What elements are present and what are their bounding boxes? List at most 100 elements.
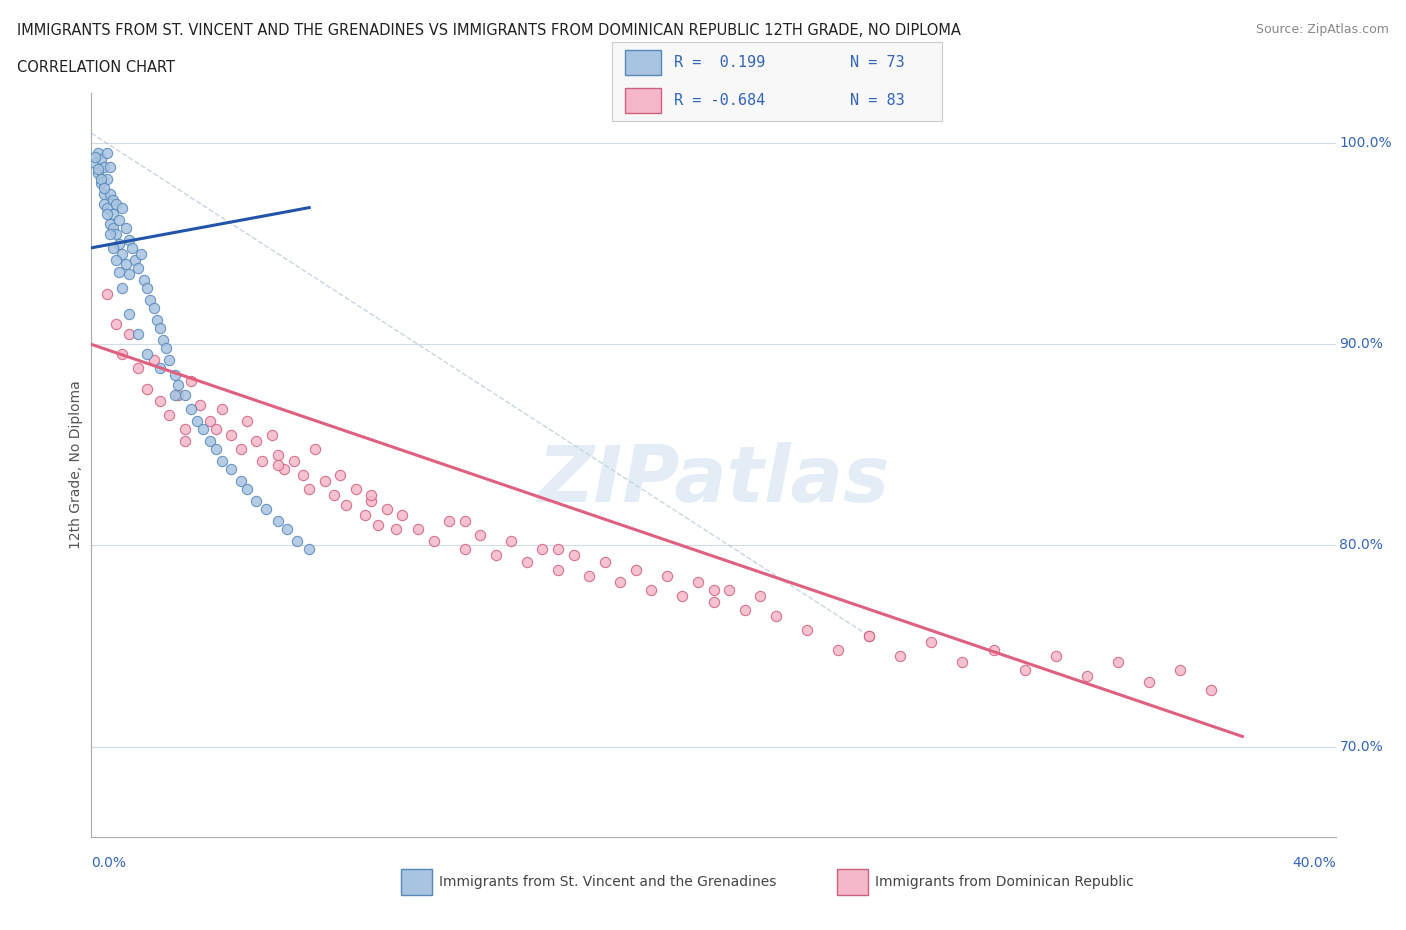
Text: Immigrants from Dominican Republic: Immigrants from Dominican Republic [875,874,1133,889]
Point [671,589,693,604]
Point [229,473,252,488]
Point [205,442,228,457]
Point [134,272,156,287]
Point [702,594,725,609]
Point [105,317,128,332]
Point [254,502,277,517]
Point [640,582,662,597]
Point [291,468,314,483]
Point [149,321,172,336]
Point [127,260,149,275]
Point [858,629,880,644]
Point [335,498,357,512]
Point [245,494,267,509]
Text: N = 83: N = 83 [849,93,904,108]
Point [96,286,118,301]
Point [485,548,508,563]
Point [124,252,146,267]
Point [211,454,233,469]
Point [165,367,187,382]
Point [167,387,190,402]
Point [983,643,1005,658]
Point [1201,683,1223,698]
Point [118,307,141,322]
Point [152,333,174,348]
Text: ZIPatlas: ZIPatlas [537,442,890,518]
Point [101,193,124,207]
Text: 100.0%: 100.0% [1340,137,1392,151]
Point [686,574,709,589]
Point [127,326,149,341]
Point [211,401,233,416]
Point [298,482,321,497]
Point [108,212,131,227]
Point [283,454,305,469]
Point [83,156,105,171]
Point [121,240,143,255]
Point [1045,648,1067,663]
Point [276,522,298,537]
Point [323,487,346,502]
Point [90,152,112,166]
Point [93,180,115,195]
Point [547,562,569,577]
Point [229,442,252,457]
Point [547,542,569,557]
Point [360,494,382,509]
Point [108,264,131,279]
Point [470,528,492,543]
Point [90,176,112,191]
Point [298,542,321,557]
Point [593,554,616,569]
Point [858,629,880,644]
Point [501,534,523,549]
Point [173,421,195,436]
Point [1137,675,1160,690]
Point [86,162,108,177]
Point [98,186,121,201]
Text: N = 73: N = 73 [849,55,904,70]
Point [101,220,124,235]
Point [422,534,444,549]
Point [165,387,187,402]
Point [136,381,159,396]
Point [827,643,849,658]
Point [267,514,290,529]
Point [136,281,159,296]
Point [198,413,221,428]
Point [221,461,243,476]
Point [950,655,973,670]
Point [93,186,115,201]
Point [1168,663,1191,678]
Point [149,361,172,376]
Point [167,378,190,392]
Point [105,226,128,241]
Point [142,300,165,315]
Point [86,166,108,180]
Point [236,482,259,497]
Point [118,326,141,341]
Point [188,397,211,412]
Point [236,413,259,428]
Text: R =  0.199: R = 0.199 [675,55,766,70]
Point [578,568,600,583]
Text: 0.0%: 0.0% [91,856,127,870]
Point [93,160,115,175]
Point [273,461,295,476]
Point [198,433,221,448]
Text: R = -0.684: R = -0.684 [675,93,766,108]
Bar [624,87,661,113]
Point [367,518,389,533]
Point [531,542,554,557]
Text: 70.0%: 70.0% [1340,739,1384,753]
Point [96,146,118,161]
Point [920,634,942,649]
Point [139,293,162,308]
Text: 80.0%: 80.0% [1340,538,1384,552]
Point [111,246,134,261]
Point [145,312,167,327]
Point [655,568,678,583]
Point [252,454,274,469]
Text: Source: ZipAtlas.com: Source: ZipAtlas.com [1256,23,1389,36]
Point [142,353,165,368]
